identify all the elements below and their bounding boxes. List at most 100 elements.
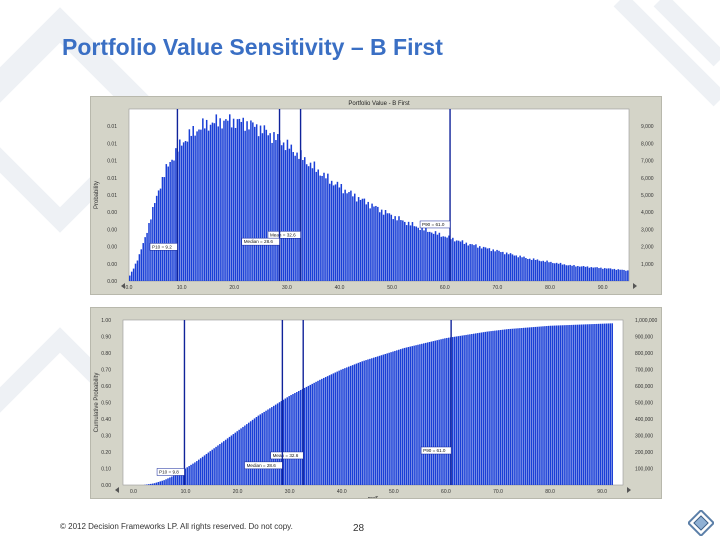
histogram-bar [311, 383, 313, 485]
histogram-bar [298, 158, 300, 281]
histogram-bar [165, 479, 167, 485]
histogram-bar [229, 114, 231, 281]
histogram-bar [178, 472, 181, 485]
y-tick-label-right: 6,000 [641, 176, 654, 182]
histogram-bar [142, 243, 144, 281]
histogram-bar [378, 355, 381, 485]
histogram-bar [598, 268, 600, 281]
histogram-bar [207, 130, 210, 281]
histogram-bar [344, 368, 346, 485]
x-tick-label: 60.0 [441, 489, 451, 495]
y-tick-label-left: 1.00 [101, 318, 111, 324]
histogram-bar [324, 377, 327, 485]
histogram-bar [248, 422, 250, 485]
histogram-bar [342, 368, 344, 485]
histogram-bar [498, 330, 500, 485]
histogram-bar [346, 193, 348, 281]
histogram-bar [567, 325, 569, 485]
histogram-bar [355, 201, 358, 281]
histogram-bar [203, 455, 206, 485]
histogram-bar [353, 364, 356, 485]
histogram-bar [465, 334, 467, 485]
y-tick-label-right: 300,000 [635, 434, 653, 440]
x-tick-label: 10.0 [177, 285, 187, 291]
histogram-bar [196, 131, 198, 281]
x-tick-label: 20.0 [229, 285, 239, 291]
histogram-bar [253, 418, 256, 485]
histogram-bar [507, 329, 510, 485]
histogram-bar [615, 269, 618, 281]
histogram-bar [184, 468, 187, 485]
histogram-bar [273, 405, 275, 485]
y-tick-label-left: 0.60 [101, 384, 111, 390]
histogram-bar [159, 188, 162, 281]
histogram-bar [255, 124, 258, 281]
histogram-bar [390, 352, 392, 485]
histogram-bar [457, 240, 460, 281]
histogram-bar [194, 135, 196, 281]
histogram-bar [605, 323, 608, 485]
histogram-bar [559, 262, 562, 281]
histogram-bar [584, 266, 587, 281]
histogram-bar [554, 263, 556, 281]
y-tick-label-right: 8,000 [641, 141, 654, 147]
marker-label: Median = 28.6 [244, 239, 274, 244]
histogram-bar [325, 178, 327, 281]
histogram-bars [144, 323, 613, 486]
histogram-bar [171, 159, 173, 281]
y-tick-label-left: 0.30 [101, 434, 111, 440]
histogram-bar [540, 261, 543, 281]
y-tick-label-left: 0.01 [107, 141, 117, 147]
y-tick-label-right: 5,000 [641, 193, 654, 199]
histogram-bar [354, 193, 356, 281]
histogram-bar [344, 189, 346, 281]
histogram-bar [173, 160, 175, 281]
histogram-bar [144, 237, 146, 281]
histogram-bar [594, 267, 596, 281]
histogram-bar [542, 260, 544, 281]
histogram-bar [580, 266, 583, 281]
histogram-bar [469, 334, 471, 485]
histogram-bar [379, 212, 381, 281]
histogram-bar [555, 262, 558, 281]
y-tick-label-left: 0.00 [107, 245, 117, 251]
histogram-bar [265, 410, 267, 485]
histogram-bar [207, 452, 210, 485]
histogram-bar [496, 249, 498, 281]
histogram-bar [280, 145, 283, 281]
histogram-bar [548, 262, 550, 281]
histogram-bar [351, 365, 354, 485]
histogram-bar [182, 142, 185, 281]
histogram-bar [382, 354, 385, 485]
histogram-bar [536, 326, 538, 485]
histogram-bar [478, 332, 481, 485]
histogram-bar [482, 332, 485, 485]
histogram-bar [492, 249, 494, 281]
histogram-bar [236, 431, 238, 485]
histogram-bar [509, 253, 512, 281]
histogram-bar [340, 369, 342, 485]
histogram-bar [317, 169, 319, 281]
histogram-bar [294, 393, 296, 485]
histogram-bar [267, 135, 269, 281]
marker-lines: P10 = 9.2 Mean = 32.6 Median = 28.6 P90 = 6… [149, 109, 451, 281]
histogram-bar [309, 384, 312, 485]
histogram-bar [599, 323, 602, 485]
x-tick-label: 50.0 [389, 489, 399, 495]
page-number: 28 [353, 523, 365, 534]
histogram-bar [209, 124, 212, 281]
y-tick-label-left: 0.00 [107, 227, 117, 233]
histogram-bar [432, 341, 435, 485]
histogram-bar [384, 353, 387, 485]
histogram-bar [527, 258, 529, 281]
histogram-bar [517, 328, 519, 485]
chart-title: Portfolio Value - B First [348, 101, 410, 107]
histogram-bar [213, 448, 215, 485]
histogram-bar [588, 324, 590, 485]
y-tick-label-left: 0.50 [101, 401, 111, 407]
histogram-bar [415, 345, 417, 485]
histogram-bar [405, 225, 408, 281]
histogram-bar [159, 481, 162, 485]
histogram-bar [319, 379, 321, 485]
histogram-bar [494, 251, 496, 281]
